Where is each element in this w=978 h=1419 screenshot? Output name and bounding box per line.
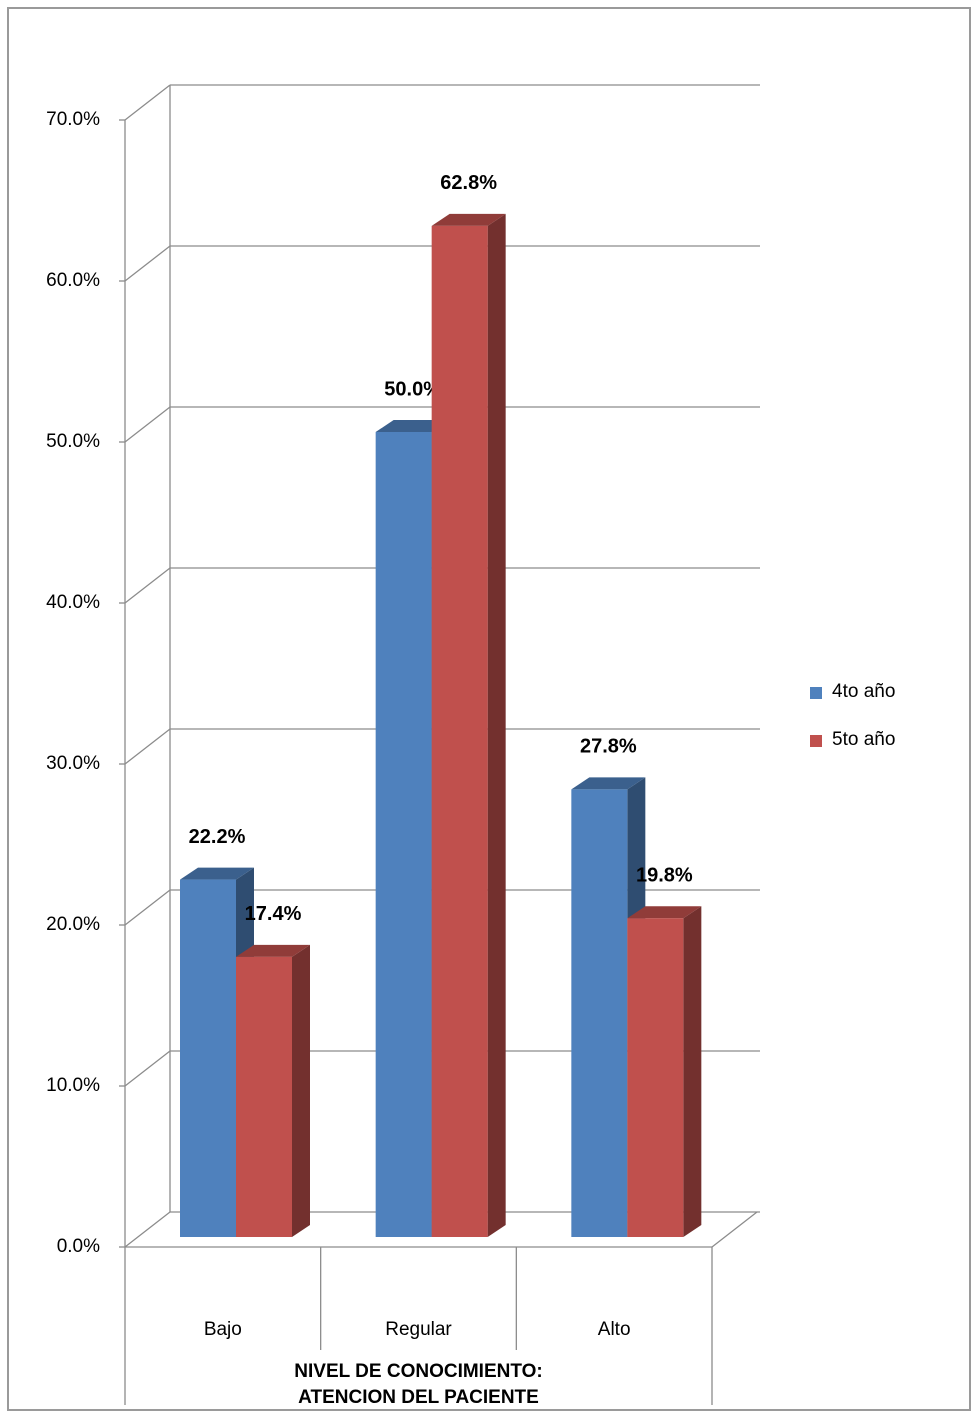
bar: [431, 225, 488, 1238]
y-tick-label: 30.0%: [46, 753, 100, 774]
grid-line: [124, 889, 171, 926]
bar: [180, 879, 236, 1237]
grid-line: [124, 567, 171, 604]
floor-edge: [711, 1211, 758, 1248]
y-tick-label: 10.0%: [46, 1075, 100, 1096]
bar-side: [683, 906, 702, 1237]
y-tick-label: 40.0%: [46, 592, 100, 613]
grid-line: [124, 84, 171, 121]
x-tick-label: Alto: [598, 1319, 631, 1340]
x-axis-title: ATENCION DEL PACIENTE: [298, 1387, 539, 1408]
y-tick-label: 50.0%: [46, 431, 100, 452]
grid-line: [124, 245, 171, 282]
legend-swatch: [810, 735, 822, 747]
bar-top: [431, 213, 506, 226]
x-tick-label: Bajo: [204, 1319, 242, 1340]
value-label: 17.4%: [245, 903, 302, 925]
value-label: 27.8%: [580, 736, 637, 758]
bar: [236, 956, 292, 1237]
bar: [571, 789, 628, 1237]
bar-side: [292, 944, 310, 1237]
grid-line: [124, 1050, 171, 1087]
bar-top: [375, 420, 450, 432]
bar-top: [571, 777, 646, 790]
value-label: 22.2%: [189, 826, 246, 848]
legend-label: 5to año: [832, 729, 895, 750]
bar-top: [180, 867, 254, 880]
legend-swatch: [810, 687, 822, 699]
value-label: 62.8%: [440, 172, 497, 194]
legend-label: 4to año: [832, 681, 895, 702]
x-axis-title: NIVEL DE CONOCIMIENTO:: [294, 1361, 542, 1382]
bar-top: [236, 944, 310, 957]
bar-side: [487, 213, 506, 1238]
grid-line: [124, 728, 171, 765]
y-tick-label: 60.0%: [46, 270, 100, 291]
grid-line: [124, 1211, 171, 1248]
bar: [627, 918, 684, 1237]
value-label: 50.0%: [384, 378, 441, 400]
y-tick-label: 20.0%: [46, 914, 100, 935]
grid-line: [124, 406, 171, 443]
bar: [375, 432, 432, 1237]
value-label: 19.8%: [636, 865, 693, 887]
x-tick-label: Regular: [385, 1319, 452, 1340]
y-tick-label: 70.0%: [46, 109, 100, 130]
bar-top: [627, 906, 702, 919]
y-tick-label: 0.0%: [57, 1236, 100, 1257]
